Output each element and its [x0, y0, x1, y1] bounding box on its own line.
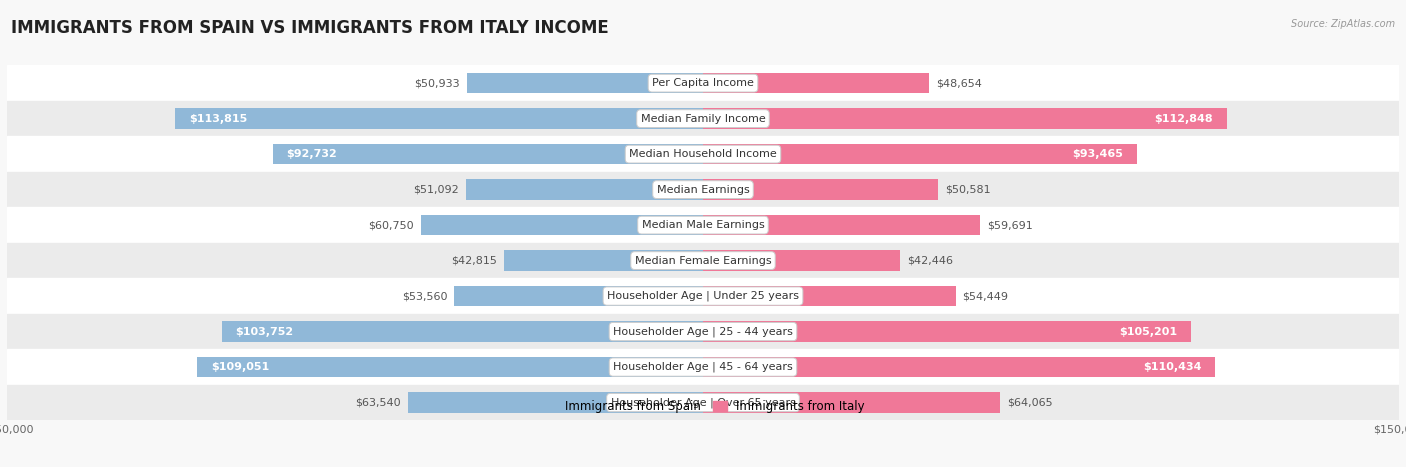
Text: IMMIGRANTS FROM SPAIN VS IMMIGRANTS FROM ITALY INCOME: IMMIGRANTS FROM SPAIN VS IMMIGRANTS FROM… [11, 19, 609, 37]
Text: $105,201: $105,201 [1119, 326, 1177, 337]
Bar [703, 357, 1215, 377]
Text: $63,540: $63,540 [356, 397, 401, 408]
Bar [505, 250, 703, 271]
Bar [454, 286, 703, 306]
Text: Householder Age | Under 25 years: Householder Age | Under 25 years [607, 291, 799, 301]
Bar [7, 172, 1399, 207]
Bar [7, 278, 1399, 314]
Bar [7, 65, 1399, 101]
Text: Median Female Earnings: Median Female Earnings [634, 255, 772, 266]
Text: $54,449: $54,449 [963, 291, 1008, 301]
Text: $42,446: $42,446 [907, 255, 953, 266]
Text: Householder Age | 45 - 64 years: Householder Age | 45 - 64 years [613, 362, 793, 372]
Text: $64,065: $64,065 [1007, 397, 1053, 408]
Bar [7, 314, 1399, 349]
Text: Median Earnings: Median Earnings [657, 184, 749, 195]
Text: Householder Age | 25 - 44 years: Householder Age | 25 - 44 years [613, 326, 793, 337]
Text: $113,815: $113,815 [188, 113, 247, 124]
Text: $109,051: $109,051 [211, 362, 269, 372]
Text: $53,560: $53,560 [402, 291, 447, 301]
Bar [197, 357, 703, 377]
Bar [7, 349, 1399, 385]
Text: $50,933: $50,933 [415, 78, 460, 88]
Bar [703, 250, 900, 271]
Bar [703, 73, 929, 93]
Text: Median Household Income: Median Household Income [628, 149, 778, 159]
Bar [703, 215, 980, 235]
Bar [222, 321, 703, 342]
Bar [7, 385, 1399, 420]
Text: $92,732: $92,732 [287, 149, 337, 159]
Text: Median Family Income: Median Family Income [641, 113, 765, 124]
Text: $103,752: $103,752 [236, 326, 294, 337]
Bar [703, 179, 938, 200]
Bar [703, 108, 1226, 129]
Bar [422, 215, 703, 235]
Text: Householder Age | Over 65 years: Householder Age | Over 65 years [610, 397, 796, 408]
Text: $50,581: $50,581 [945, 184, 990, 195]
Bar [703, 392, 1000, 413]
Text: Source: ZipAtlas.com: Source: ZipAtlas.com [1291, 19, 1395, 28]
Text: $51,092: $51,092 [413, 184, 458, 195]
Bar [174, 108, 703, 129]
Bar [467, 73, 703, 93]
Bar [408, 392, 703, 413]
Text: $48,654: $48,654 [936, 78, 981, 88]
Text: Per Capita Income: Per Capita Income [652, 78, 754, 88]
Text: $93,465: $93,465 [1071, 149, 1123, 159]
Bar [7, 136, 1399, 172]
Bar [7, 243, 1399, 278]
Text: $110,434: $110,434 [1143, 362, 1202, 372]
Text: $59,691: $59,691 [987, 220, 1032, 230]
Legend: Immigrants from Spain, Immigrants from Italy: Immigrants from Spain, Immigrants from I… [537, 396, 869, 418]
Bar [273, 144, 703, 164]
Bar [465, 179, 703, 200]
Bar [7, 101, 1399, 136]
Bar [703, 144, 1136, 164]
Bar [703, 286, 956, 306]
Bar [703, 321, 1191, 342]
Text: $112,848: $112,848 [1154, 113, 1212, 124]
Bar [7, 207, 1399, 243]
Text: $60,750: $60,750 [368, 220, 415, 230]
Text: $42,815: $42,815 [451, 255, 498, 266]
Text: Median Male Earnings: Median Male Earnings [641, 220, 765, 230]
